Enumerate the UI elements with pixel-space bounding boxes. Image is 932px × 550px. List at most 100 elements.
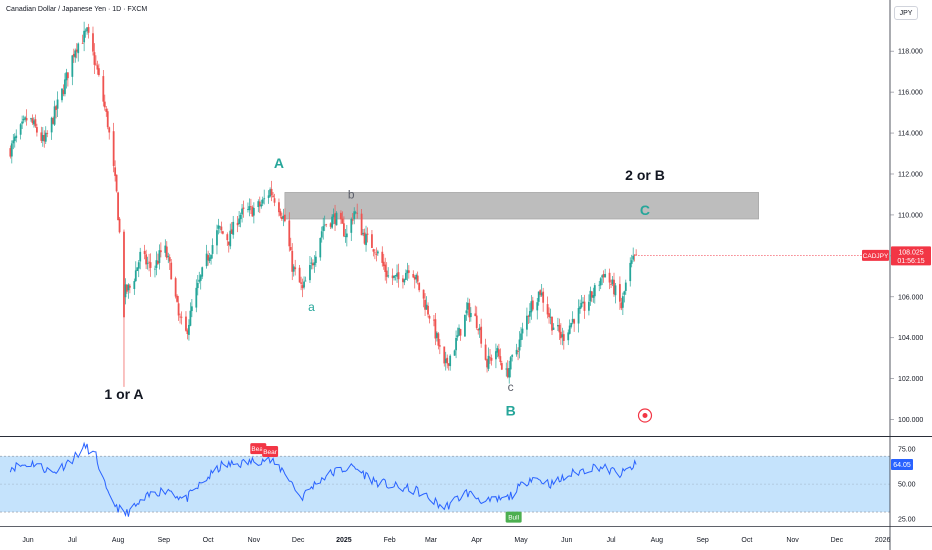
candle-body (582, 301, 584, 304)
candle-body (134, 270, 137, 282)
wave-label: 1 or A (104, 386, 143, 402)
candle-body (484, 344, 487, 360)
candle-body (320, 231, 323, 238)
candle-body (226, 234, 229, 241)
candle-body (300, 282, 302, 284)
candle-body (291, 250, 294, 272)
candle-body (190, 306, 193, 312)
candle-body (105, 108, 108, 112)
candle-body (530, 301, 533, 313)
candle-body (189, 310, 192, 326)
candle-body (517, 351, 519, 352)
candle-body (83, 30, 86, 43)
candle-body (230, 229, 233, 234)
time-tick-label: Aug (112, 537, 125, 544)
candle-body (248, 206, 251, 211)
candle-body (207, 255, 210, 261)
candle-body (86, 27, 88, 32)
rsi-tick-label: 75.00 (898, 447, 916, 454)
candle-body (540, 292, 543, 296)
candle-body (356, 212, 359, 214)
candle-body (146, 262, 149, 264)
candle-body (629, 262, 632, 282)
candle-body (468, 303, 471, 318)
candle-body (112, 131, 115, 166)
candle-body (46, 133, 49, 134)
candle-body (216, 230, 218, 246)
candle-body (332, 214, 335, 218)
candle-body (396, 273, 398, 277)
candle-body (620, 302, 623, 309)
candle-body (404, 272, 407, 280)
candle-body (44, 132, 47, 142)
candle-body (154, 268, 156, 270)
candle-body (515, 349, 518, 355)
time-tick-label: May (514, 537, 528, 544)
candle-body (632, 255, 635, 260)
time-tick-label: Oct (741, 537, 752, 544)
candle-body (363, 232, 366, 244)
candle-body (422, 289, 425, 299)
candle-body (312, 263, 314, 266)
candle-body (496, 348, 499, 353)
candle-body (115, 174, 118, 192)
candle-body (527, 316, 530, 317)
bear-signal-label: Bear (251, 446, 266, 453)
candle-body (186, 330, 189, 335)
candle-body (407, 270, 410, 273)
candle-body (168, 257, 171, 262)
candle-body (557, 325, 559, 327)
candle-body (314, 256, 317, 263)
candle-body (229, 230, 232, 247)
candle-body (592, 295, 595, 298)
candle-body (220, 226, 223, 231)
candle-body (424, 299, 426, 310)
candle-body (177, 303, 180, 316)
time-tick-label: Dec (831, 537, 844, 544)
candle-body (385, 270, 388, 277)
candle-body (478, 327, 481, 331)
candle-body (148, 261, 150, 263)
candle-body (66, 72, 69, 79)
candle-body (465, 310, 468, 314)
candle-body (97, 68, 100, 76)
last-price-badge (891, 246, 931, 266)
candle-body (505, 368, 508, 370)
candle-body (446, 357, 449, 364)
candle-body (24, 117, 26, 120)
candle-body (415, 274, 418, 280)
candle-body (437, 333, 440, 346)
candle-body (542, 291, 545, 303)
candle-body (546, 304, 549, 315)
candle-body (165, 246, 168, 258)
candle-body (447, 363, 450, 366)
candle-body (561, 334, 564, 338)
candle-body (518, 339, 521, 351)
candle-body (282, 215, 285, 219)
rsi-tick-label: 50.00 (898, 482, 916, 489)
candle-body (381, 251, 384, 263)
candle-body (325, 224, 328, 226)
time-tick-label: Dec (292, 537, 305, 544)
candle-body (571, 318, 574, 323)
candle-body (537, 291, 540, 302)
candle-body (65, 72, 68, 81)
candle-body (81, 42, 84, 44)
candle-body (25, 117, 28, 121)
candle-body (15, 135, 18, 139)
candle-body (238, 218, 241, 225)
candle-body (128, 285, 131, 288)
candle-body (376, 251, 379, 254)
candle-body (611, 279, 614, 285)
candle-body (489, 357, 491, 359)
candle-body (40, 132, 43, 141)
candle-body (506, 368, 509, 378)
candle-body (278, 202, 280, 213)
candle-body (511, 355, 514, 357)
candle-body (64, 79, 66, 95)
candle-body (258, 201, 261, 207)
candle-body (170, 262, 173, 280)
time-tick-label: Jul (68, 537, 77, 544)
currency-unit-button[interactable]: JPY (894, 6, 918, 20)
candle-body (526, 315, 528, 330)
